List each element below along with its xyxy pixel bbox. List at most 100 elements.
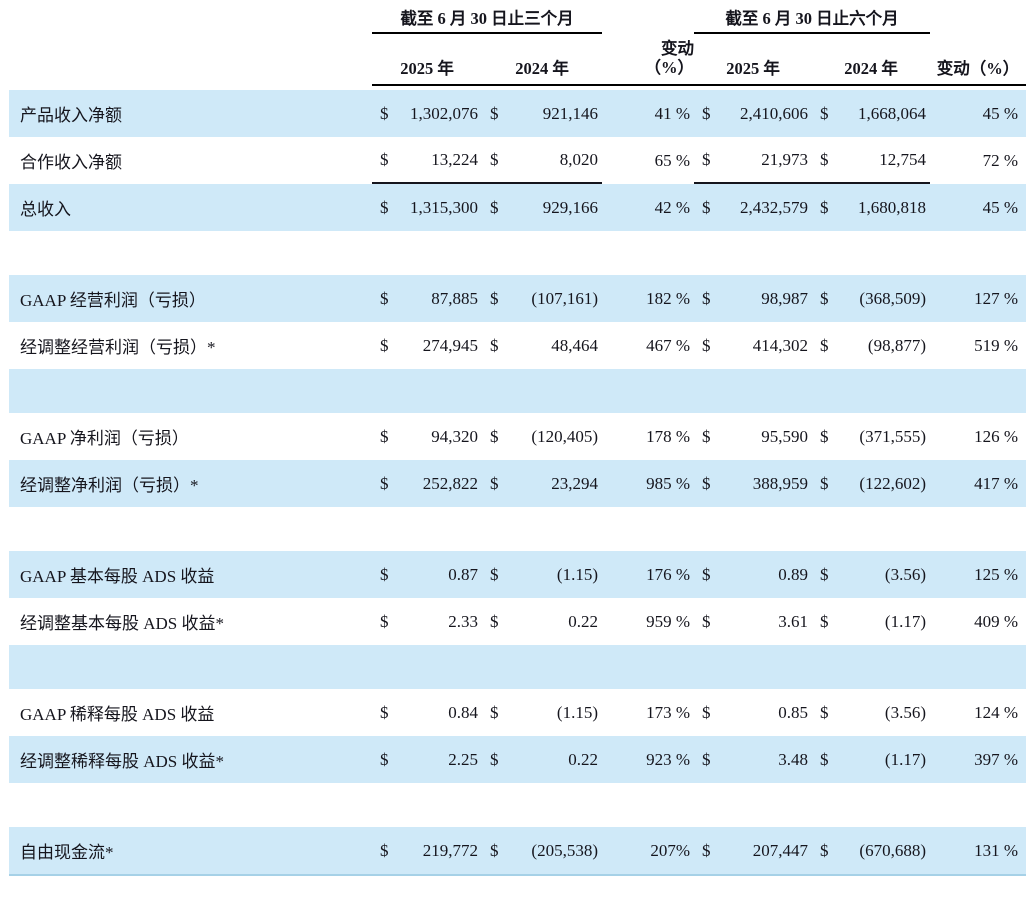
amount-value: 0.22 [568, 611, 598, 631]
amount-value: 87,885 [431, 288, 478, 308]
amount-value: 207,447 [752, 840, 808, 860]
amount-value: 23,294 [551, 473, 598, 493]
change-percent-3m: 467 % [646, 335, 690, 355]
amount-value: 12,754 [879, 149, 926, 169]
amount-2024-3m: $ (120,405) [482, 413, 602, 460]
amount-2024-3m: $ (1.15) [482, 551, 602, 598]
amount-2024-6m: $ (368,509) [812, 275, 930, 322]
amount-value: 1,680,818 [858, 197, 926, 217]
dollar-sign: $ [490, 335, 499, 355]
table-row: 产品收入净额 $1,302,076 $921,146 41 % $2,410,606 $1… [9, 90, 1026, 137]
header-2025-6m: 2025 年 [694, 38, 812, 86]
row-label: GAAP 稀释每股 ADS 收益 [20, 705, 215, 724]
amount-value: 2,410,606 [740, 103, 808, 123]
spacer-row [9, 231, 1026, 275]
amount-2025-6m: $21,973 [694, 137, 812, 184]
amount-value: 95,590 [761, 426, 808, 446]
amount-value: (205,538) [531, 840, 598, 860]
row-label: 经调整基本每股 ADS 收益* [20, 614, 225, 633]
dollar-sign: $ [820, 197, 829, 217]
table-body: 产品收入净额 $1,302,076 $921,146 41 % $2,410,606 $1… [9, 90, 1026, 876]
amount-2024-3m: $0.22 [482, 598, 602, 645]
dollar-sign: $ [380, 564, 389, 584]
amount-2024-3m: $ (107,161) [482, 275, 602, 322]
table-row: 经调整净利润（亏损）* $252,822 $23,294 985 % $388,959 $… [9, 460, 1026, 507]
amount-value: (122,602) [859, 473, 926, 493]
amount-value: 2.33 [448, 611, 478, 631]
amount-2025-6m: $95,590 [694, 413, 812, 460]
amount-2025-3m: $13,224 [372, 137, 482, 184]
amount-2024-6m: $ (3.56) [812, 551, 930, 598]
amount-value: (1.17) [884, 749, 926, 769]
dollar-sign: $ [380, 749, 389, 769]
amount-value: (1.15) [556, 564, 598, 584]
row-label: 合作收入净额 [20, 153, 122, 172]
amount-2024-6m: $ (670,688) [812, 827, 930, 874]
header-label-column [9, 38, 372, 86]
header-change-6m: 变动（%） [930, 38, 1026, 86]
amount-2025-3m: $0.84 [372, 689, 482, 736]
change-percent-6m: 127 % [974, 288, 1018, 308]
table-row: 合作收入净额 $13,224 $8,020 65 % $21,973 $12,754 72 … [9, 137, 1026, 184]
amount-2025-3m: $87,885 [372, 275, 482, 322]
change-percent-6m: 124 % [974, 702, 1018, 722]
dollar-sign: $ [490, 702, 499, 722]
dollar-sign: $ [490, 426, 499, 446]
dollar-sign: $ [380, 288, 389, 308]
dollar-sign: $ [702, 197, 711, 217]
table-row: 自由现金流* $219,772 $ (205,538) 207% $207,447 $ (67… [9, 827, 1026, 876]
amount-value: (107,161) [531, 288, 598, 308]
amount-value: 0.87 [448, 564, 478, 584]
row-label: 总收入 [20, 200, 71, 219]
amount-value: 1,302,076 [410, 103, 478, 123]
table-row: GAAP 稀释每股 ADS 收益 $0.84 $ (1.15) 173 % $0.85 $(… [9, 689, 1026, 736]
dollar-sign: $ [490, 840, 499, 860]
header-2024-3m: 2024 年 [482, 38, 602, 86]
row-label: 产品收入净额 [20, 106, 122, 125]
amount-value: 0.89 [778, 564, 808, 584]
amount-2025-6m: $98,987 [694, 275, 812, 322]
amount-value: 2,432,579 [740, 197, 808, 217]
amount-value: (1.17) [884, 611, 926, 631]
amount-2025-3m: $252,822 [372, 460, 482, 507]
dollar-sign: $ [490, 288, 499, 308]
amount-value: 94,320 [431, 426, 478, 446]
amount-value: 921,146 [542, 103, 598, 123]
change-percent-3m: 65 % [654, 150, 690, 170]
amount-2024-3m: $0.22 [482, 736, 602, 783]
amount-value: 8,020 [559, 149, 598, 169]
amount-2024-6m: $1,668,064 [812, 90, 930, 137]
row-label: 经调整稀释每股 ADS 收益* [20, 752, 225, 771]
dollar-sign: $ [820, 426, 829, 446]
header-2024-6m: 2024 年 [812, 38, 930, 86]
amount-2024-3m: $23,294 [482, 460, 602, 507]
header-change-word: 变动 [661, 39, 694, 59]
dollar-sign: $ [702, 426, 711, 446]
dollar-sign: $ [702, 749, 711, 769]
amount-2024-3m: $921,146 [482, 90, 602, 137]
dollar-sign: $ [380, 611, 389, 631]
dollar-sign: $ [490, 611, 499, 631]
amount-2025-3m: $0.87 [372, 551, 482, 598]
dollar-sign: $ [820, 840, 829, 860]
dollar-sign: $ [702, 288, 711, 308]
row-label: GAAP 净利润（亏损） [20, 429, 189, 448]
change-percent-6m: 397 % [974, 749, 1018, 769]
change-percent-6m: 72 % [982, 150, 1018, 170]
table-row: GAAP 经营利润（亏损） $87,885 $ (107,161) 182 % $98,9… [9, 275, 1026, 322]
dollar-sign: $ [820, 335, 829, 355]
amount-value: 414,302 [752, 335, 808, 355]
change-percent-3m: 959 % [646, 611, 690, 631]
amount-2024-6m: $ (98,877) [812, 322, 930, 369]
amount-2024-6m: $12,754 [812, 137, 930, 184]
spacer-row [9, 783, 1026, 827]
amount-value: 48,464 [551, 335, 598, 355]
change-percent-6m: 417 % [974, 473, 1018, 493]
table-row: 经调整稀释每股 ADS 收益* $2.25 $0.22 923 % $3.48 $ (1.1… [9, 736, 1026, 783]
amount-2024-3m: $929,166 [482, 184, 602, 231]
change-percent-6m: 126 % [974, 426, 1018, 446]
dollar-sign: $ [820, 702, 829, 722]
dollar-sign: $ [820, 564, 829, 584]
amount-2024-3m: $48,464 [482, 322, 602, 369]
table-header-columns: 2025 年 2024 年 变动 （%） 2025 年 2024 年 变动（%） [9, 38, 1026, 86]
